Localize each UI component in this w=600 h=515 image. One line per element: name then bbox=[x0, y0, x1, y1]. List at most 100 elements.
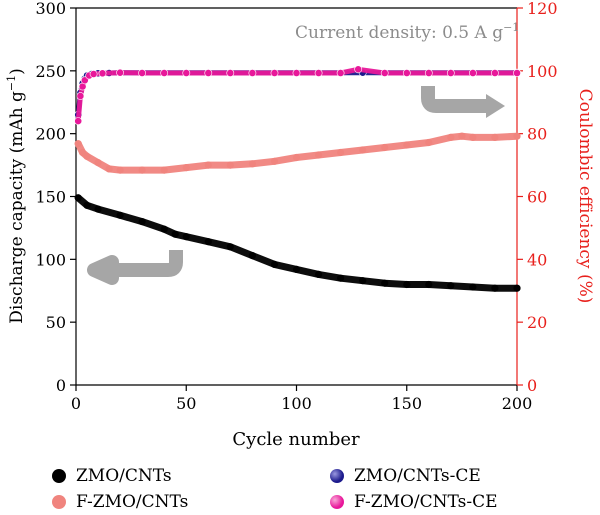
data-point-zmo-cnts bbox=[83, 201, 91, 209]
x-tick-label: 200 bbox=[502, 394, 533, 413]
data-point-f-zmo-cnts-ce bbox=[490, 69, 499, 77]
x-axis-label: Cycle number bbox=[232, 429, 360, 450]
legend-item-zmo-cnts: ZMO/CNTs bbox=[52, 466, 172, 486]
data-point-f-zmo-cnts-ce bbox=[98, 69, 107, 78]
data-point-f-zmo-cnts-ce bbox=[270, 69, 279, 77]
data-point-f-zmo-cnts-ce bbox=[468, 69, 477, 77]
legend-item-zmo-cnts-ce: ZMO/CNTs-CE bbox=[330, 466, 481, 486]
data-point-f-zmo-cnts bbox=[270, 157, 279, 165]
y-right-tick-label: 60 bbox=[527, 188, 547, 207]
x-tick-label: 150 bbox=[391, 394, 422, 413]
data-point-f-zmo-cnts bbox=[248, 160, 256, 168]
data-point-f-zmo-cnts bbox=[94, 159, 102, 167]
data-point-f-zmo-cnts bbox=[182, 164, 190, 172]
series-f-zmo-cnts-ce bbox=[74, 65, 521, 125]
right-arrow-icon bbox=[421, 86, 486, 113]
series-zmo-cnts bbox=[74, 194, 521, 292]
data-point-zmo-cnts bbox=[160, 225, 168, 233]
y-right-tick-label: 120 bbox=[527, 0, 558, 18]
arrow-left bbox=[87, 250, 183, 285]
legend-label-f-zmo-cnts: F-ZMO/CNTs bbox=[76, 492, 189, 512]
data-point-f-zmo-cnts-ce bbox=[402, 69, 411, 77]
data-point-zmo-cnts bbox=[204, 238, 212, 246]
data-point-zmo-cnts bbox=[226, 243, 234, 251]
y-left-tick-label: 150 bbox=[35, 188, 66, 207]
data-point-f-zmo-cnts-ce bbox=[513, 69, 521, 77]
annotation-superscript: −1 bbox=[503, 21, 519, 34]
y-left-tick-label: 50 bbox=[46, 313, 66, 332]
data-point-f-zmo-cnts-ce bbox=[80, 76, 89, 85]
data-point-zmo-cnts bbox=[425, 280, 433, 289]
y-right-tick-label: 100 bbox=[527, 62, 558, 81]
data-point-zmo-cnts bbox=[94, 205, 102, 213]
legend-marker-f-zmo-cnts-ce bbox=[330, 495, 344, 509]
data-point-f-zmo-cnts-ce bbox=[354, 65, 363, 74]
y-right-tick-label: 80 bbox=[527, 125, 547, 144]
legend-item-f-zmo-cnts-ce: F-ZMO/CNTs-CE bbox=[330, 492, 498, 512]
ticks: 0 50 100 150 2000501001502002503000204060801… bbox=[35, 0, 557, 413]
x-tick-label: 0 bbox=[71, 394, 81, 413]
data-point-f-zmo-cnts-ce bbox=[138, 69, 146, 77]
data-point-f-zmo-cnts-ce bbox=[76, 92, 85, 100]
data-point-f-zmo-cnts bbox=[116, 166, 124, 174]
data-point-zmo-cnts bbox=[469, 283, 477, 291]
data-point-f-zmo-cnts bbox=[513, 132, 521, 140]
data-point-zmo-cnts bbox=[447, 282, 455, 290]
data-point-f-zmo-cnts-ce bbox=[204, 69, 213, 77]
data-point-f-zmo-cnts bbox=[83, 152, 91, 160]
current-density-annotation: Current density: 0.5 A g−1 bbox=[295, 21, 519, 43]
data-point-f-zmo-cnts bbox=[381, 143, 389, 152]
series bbox=[74, 65, 521, 292]
data-point-f-zmo-cnts-ce bbox=[160, 69, 169, 77]
plot-area bbox=[75, 7, 518, 386]
data-point-f-zmo-cnts-ce bbox=[89, 70, 98, 78]
data-point-f-zmo-cnts-ce bbox=[314, 69, 323, 77]
data-point-f-zmo-cnts bbox=[469, 133, 477, 141]
data-point-f-zmo-cnts-ce bbox=[292, 69, 301, 77]
data-point-zmo-cnts bbox=[359, 277, 367, 285]
data-point-f-zmo-cnts-ce bbox=[380, 69, 389, 77]
data-point-f-zmo-cnts bbox=[447, 133, 455, 141]
annotation: Current density: 0.5 A g−1 bbox=[295, 21, 519, 43]
data-point-f-zmo-cnts-ce bbox=[74, 117, 83, 125]
legend-marker-f-zmo-cnts bbox=[52, 495, 66, 509]
data-point-zmo-cnts bbox=[381, 279, 389, 287]
y-right-tick-label: 20 bbox=[527, 313, 547, 332]
data-point-f-zmo-cnts bbox=[359, 146, 367, 154]
x-tick-label: 50 bbox=[176, 394, 196, 413]
data-point-f-zmo-cnts bbox=[74, 140, 82, 148]
data-point-f-zmo-cnts bbox=[204, 161, 212, 169]
data-point-f-zmo-cnts-ce bbox=[248, 69, 257, 77]
data-point-zmo-cnts bbox=[315, 270, 323, 278]
data-point-zmo-cnts bbox=[248, 252, 256, 260]
data-point-f-zmo-cnts bbox=[226, 161, 234, 169]
y-axis-left-label: Discharge capacity (mAh g−1) bbox=[5, 68, 27, 323]
data-point-zmo-cnts bbox=[138, 218, 146, 226]
y-left-tick-label: 250 bbox=[35, 62, 66, 81]
y-right-tick-label: 40 bbox=[527, 250, 547, 269]
data-point-f-zmo-cnts bbox=[315, 151, 323, 159]
data-point-zmo-cnts bbox=[337, 274, 345, 282]
data-point-zmo-cnts bbox=[171, 230, 179, 238]
y-left-tick-label: 100 bbox=[35, 250, 66, 269]
data-point-f-zmo-cnts bbox=[425, 138, 433, 147]
data-point-f-zmo-cnts-ce bbox=[336, 69, 345, 77]
left-arrow-icon bbox=[87, 250, 183, 285]
data-point-zmo-cnts bbox=[292, 265, 301, 273]
y-left-tick-label: 300 bbox=[35, 0, 66, 18]
y-left-tick-label: 200 bbox=[35, 125, 66, 144]
y-right-tick-label: 0 bbox=[527, 376, 537, 395]
data-point-zmo-cnts bbox=[74, 194, 82, 202]
data-point-f-zmo-cnts bbox=[292, 153, 301, 162]
legend: ZMO/CNTs F-ZMO/CNTs ZMO/CNTs-CE F-ZMO/CN… bbox=[0, 452, 600, 512]
series-line-f-zmo-cnts bbox=[74, 132, 521, 174]
data-point-f-zmo-cnts-ce bbox=[446, 69, 455, 77]
data-point-f-zmo-cnts bbox=[138, 166, 146, 174]
data-point-zmo-cnts bbox=[403, 280, 411, 289]
data-point-zmo-cnts bbox=[270, 260, 279, 268]
data-point-zmo-cnts bbox=[491, 284, 499, 292]
legend-label-f-zmo-cnts-ce: F-ZMO/CNTs-CE bbox=[354, 492, 498, 512]
data-point-zmo-cnts bbox=[116, 211, 124, 219]
legend-label-zmo-cnts-ce: ZMO/CNTs-CE bbox=[354, 466, 481, 486]
